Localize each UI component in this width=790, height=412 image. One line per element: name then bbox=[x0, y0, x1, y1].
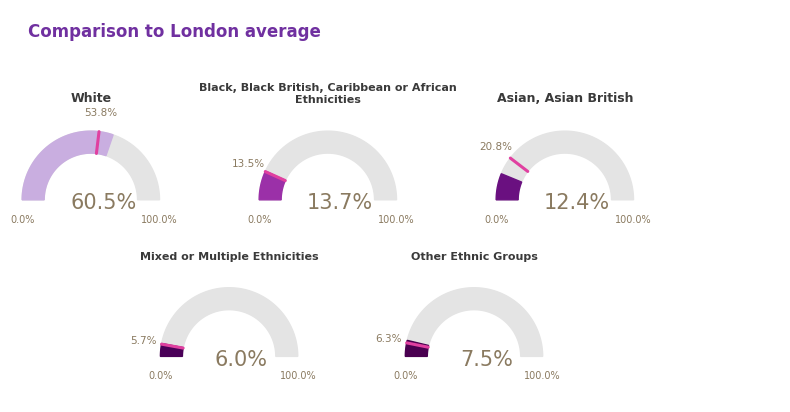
Text: Mixed or Multiple Ethnicities: Mixed or Multiple Ethnicities bbox=[140, 252, 318, 262]
Polygon shape bbox=[22, 131, 113, 200]
Text: 5.7%: 5.7% bbox=[130, 336, 156, 346]
Polygon shape bbox=[259, 131, 397, 200]
Polygon shape bbox=[259, 171, 285, 200]
Polygon shape bbox=[496, 174, 521, 200]
Polygon shape bbox=[160, 288, 298, 356]
Text: 7.5%: 7.5% bbox=[460, 350, 513, 370]
Text: 12.4%: 12.4% bbox=[544, 193, 610, 213]
Text: White: White bbox=[70, 92, 111, 105]
Polygon shape bbox=[496, 131, 634, 200]
Polygon shape bbox=[160, 344, 183, 356]
Text: Comparison to London average: Comparison to London average bbox=[28, 23, 321, 41]
Text: 6.3%: 6.3% bbox=[375, 334, 402, 344]
Polygon shape bbox=[405, 340, 429, 356]
Text: Black, Black British, Caribbean or African
Ethnicities: Black, Black British, Caribbean or Afric… bbox=[199, 84, 457, 105]
Polygon shape bbox=[405, 288, 543, 356]
Text: 100.0%: 100.0% bbox=[141, 215, 178, 225]
Text: Asian, Asian British: Asian, Asian British bbox=[497, 92, 633, 105]
Text: 0.0%: 0.0% bbox=[484, 215, 509, 225]
Text: 0.0%: 0.0% bbox=[247, 215, 272, 225]
Text: Other Ethnic Groups: Other Ethnic Groups bbox=[411, 252, 537, 262]
Text: 100.0%: 100.0% bbox=[280, 372, 316, 382]
Text: 0.0%: 0.0% bbox=[393, 372, 418, 382]
Text: 20.8%: 20.8% bbox=[479, 142, 512, 152]
Text: 13.5%: 13.5% bbox=[231, 159, 265, 169]
Text: 13.7%: 13.7% bbox=[307, 193, 373, 213]
Text: 6.0%: 6.0% bbox=[215, 350, 268, 370]
Text: 53.8%: 53.8% bbox=[85, 108, 118, 118]
Polygon shape bbox=[22, 131, 160, 200]
Text: 100.0%: 100.0% bbox=[525, 372, 561, 382]
Text: 0.0%: 0.0% bbox=[149, 372, 173, 382]
Text: 0.0%: 0.0% bbox=[10, 215, 35, 225]
Text: 100.0%: 100.0% bbox=[378, 215, 415, 225]
Text: 100.0%: 100.0% bbox=[615, 215, 652, 225]
Text: 60.5%: 60.5% bbox=[70, 193, 137, 213]
